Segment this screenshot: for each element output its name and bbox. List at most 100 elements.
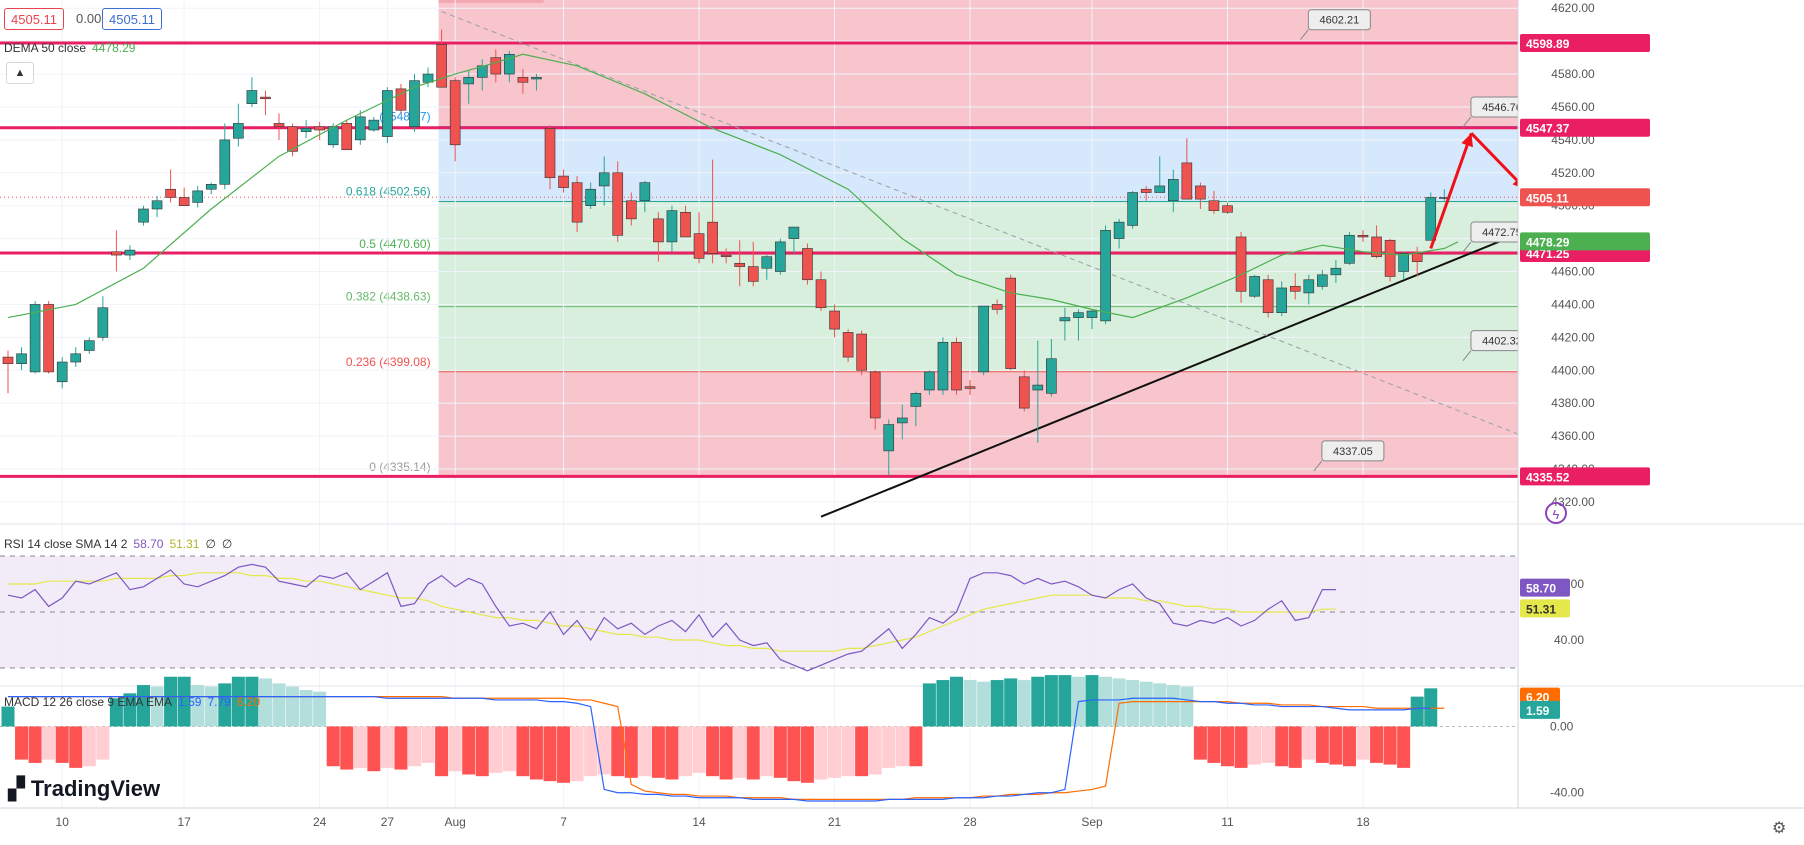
candle[interactable] (111, 230, 122, 272)
candle[interactable] (1262, 274, 1274, 318)
candle[interactable] (1357, 230, 1369, 242)
candle[interactable] (815, 271, 827, 312)
candle[interactable] (1208, 190, 1220, 214)
candle[interactable] (937, 337, 949, 395)
candle[interactable] (761, 255, 773, 280)
candle[interactable] (1276, 281, 1287, 316)
rsi-line[interactable] (7, 563, 1336, 672)
price-callout[interactable]: 4546.76 (1462, 96, 1534, 128)
candle[interactable] (368, 116, 380, 132)
candle[interactable] (1140, 185, 1152, 201)
candle[interactable] (1059, 307, 1071, 341)
candle[interactable] (910, 391, 922, 427)
candle[interactable] (585, 182, 596, 209)
dema-legend[interactable]: DEMA 50 close 4478.29 (4, 41, 141, 55)
candle[interactable] (883, 419, 895, 476)
candle[interactable] (1100, 225, 1111, 325)
candle[interactable] (856, 330, 867, 376)
candle[interactable] (354, 110, 366, 145)
candle[interactable] (1384, 238, 1396, 282)
candle[interactable] (1073, 309, 1084, 341)
candle[interactable] (951, 337, 962, 395)
candle[interactable] (1425, 192, 1437, 241)
candle[interactable] (517, 69, 529, 94)
collapse-legend-button[interactable]: ▲ (6, 62, 34, 84)
candle[interactable] (1249, 274, 1260, 298)
candle[interactable] (1086, 309, 1098, 330)
candle[interactable] (531, 74, 542, 91)
candle[interactable] (260, 90, 271, 116)
candle[interactable] (409, 74, 420, 132)
candle[interactable] (1330, 260, 1342, 284)
candle[interactable] (395, 83, 407, 114)
candle[interactable] (896, 404, 908, 440)
candle[interactable] (598, 156, 610, 206)
price-callout[interactable]: 4602.21 (1299, 9, 1371, 41)
candle[interactable] (1195, 182, 1206, 209)
projection-arrow-line[interactable] (1429, 132, 1473, 249)
candle[interactable] (964, 380, 976, 395)
candle[interactable] (1181, 138, 1193, 200)
candle[interactable] (775, 238, 786, 275)
support-trendline[interactable] (820, 224, 1540, 518)
candle[interactable] (449, 77, 461, 162)
candle[interactable] (29, 301, 41, 374)
candle[interactable] (43, 301, 54, 374)
candle[interactable] (1113, 218, 1125, 249)
candle[interactable] (1222, 202, 1233, 214)
dema-line[interactable] (7, 53, 1459, 319)
price-callout[interactable]: 4337.05 (1313, 440, 1385, 472)
candle[interactable] (287, 123, 298, 157)
candle[interactable] (300, 120, 312, 139)
candle[interactable] (707, 159, 718, 264)
candle[interactable] (382, 87, 393, 144)
candle[interactable] (504, 51, 515, 83)
candle[interactable] (1168, 169, 1179, 213)
candle[interactable] (1303, 274, 1315, 305)
candle[interactable] (314, 121, 325, 140)
candle[interactable] (802, 243, 813, 285)
tradingview-logo[interactable]: ▞ TradingView (8, 776, 160, 802)
candle[interactable] (1005, 274, 1017, 371)
candle[interactable] (246, 77, 258, 107)
candle[interactable] (625, 192, 637, 226)
candle[interactable] (653, 212, 664, 262)
settings-icon[interactable]: ⚙ (1772, 820, 1787, 837)
candle[interactable] (666, 205, 678, 252)
candle[interactable] (924, 370, 935, 395)
candle[interactable] (612, 161, 624, 242)
candle[interactable] (219, 123, 231, 190)
candle[interactable] (720, 248, 732, 264)
candle[interactable] (693, 212, 705, 264)
candle[interactable] (734, 240, 746, 287)
candle[interactable] (341, 120, 353, 151)
candle[interactable] (490, 49, 502, 83)
candle[interactable] (97, 296, 109, 341)
candle[interactable] (124, 245, 136, 260)
candle[interactable] (639, 181, 651, 213)
projection-arrow-line[interactable] (1470, 132, 1527, 191)
candle[interactable] (2, 350, 14, 394)
candle[interactable] (178, 187, 190, 206)
candle[interactable] (869, 370, 881, 430)
candle[interactable] (1398, 251, 1409, 280)
candle[interactable] (70, 347, 82, 367)
candle[interactable] (205, 182, 217, 195)
macd-legend[interactable]: MACD 12 26 close 9 EMA EMA 1.59 7.79 6.20 (4, 695, 266, 709)
macd-line[interactable] (8, 696, 1431, 802)
dashed-trendline[interactable] (441, 11, 1608, 470)
candle[interactable] (991, 299, 1003, 315)
candle[interactable] (1018, 370, 1030, 412)
candle[interactable] (1154, 156, 1166, 193)
candle[interactable] (1032, 340, 1044, 443)
candle[interactable] (1317, 269, 1328, 290)
candle[interactable] (463, 70, 475, 104)
candle[interactable] (165, 169, 176, 203)
candle[interactable] (273, 113, 285, 140)
candle[interactable] (1046, 338, 1057, 397)
candle[interactable] (544, 125, 556, 190)
candle[interactable] (829, 304, 840, 338)
lightning-bolt-icon[interactable]: ϟ (1545, 502, 1567, 524)
candle[interactable] (558, 169, 569, 193)
